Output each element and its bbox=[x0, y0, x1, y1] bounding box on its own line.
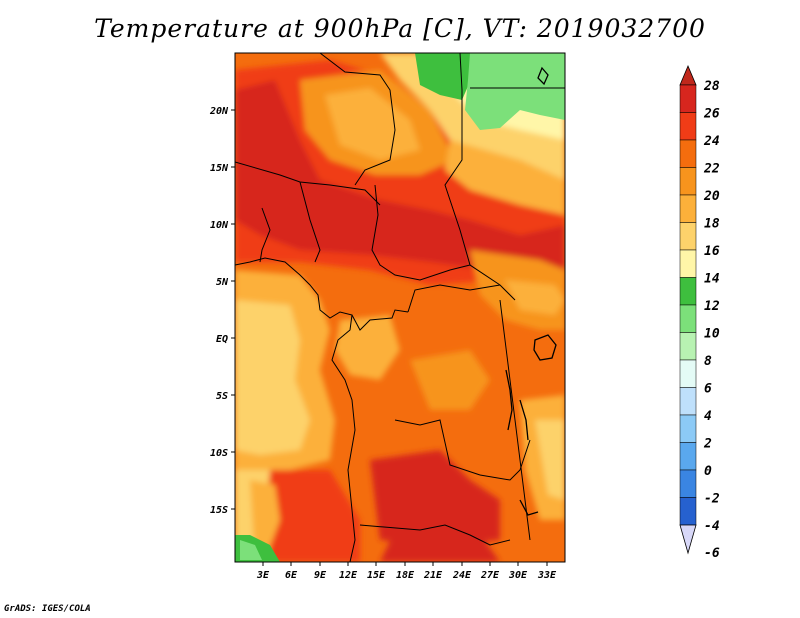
colorbar-label: 16 bbox=[704, 244, 720, 259]
colorbar-label: -4 bbox=[704, 519, 720, 534]
latitude-axis: 20N 15N 10N 5N EQ 5S 10S 15S bbox=[209, 106, 235, 516]
colorbar-label: 0 bbox=[704, 464, 712, 479]
colorbar-segment bbox=[679, 249, 697, 278]
colorbar-segment bbox=[679, 359, 697, 388]
colorbar-label: 22 bbox=[703, 162, 720, 177]
colorbar-label: 14 bbox=[704, 272, 720, 287]
lon-label: 27E bbox=[480, 570, 500, 581]
lon-label: 30E bbox=[508, 570, 528, 581]
colorbar-label: 20 bbox=[703, 189, 720, 204]
lat-label: 15S bbox=[210, 505, 228, 516]
colorbar-label: 26 bbox=[703, 107, 720, 122]
colorbar-label: 24 bbox=[703, 134, 720, 149]
lon-label: 24E bbox=[452, 570, 472, 581]
colorbar-label: -2 bbox=[704, 492, 720, 507]
lon-label: 9E bbox=[314, 570, 327, 581]
lon-label: 15E bbox=[367, 570, 386, 581]
colorbar-segment bbox=[679, 442, 697, 471]
colorbar-label: 6 bbox=[704, 382, 712, 397]
lat-label: 10N bbox=[210, 220, 229, 231]
lon-label: 21E bbox=[423, 570, 443, 581]
colorbar-segment bbox=[679, 414, 697, 443]
chart-title: Temperature at 900hPa [C], VT: 201903270… bbox=[94, 14, 706, 43]
lat-label: 10S bbox=[210, 448, 228, 459]
colorbar-top-arrow bbox=[679, 64, 697, 86]
colorbar-label: 12 bbox=[704, 299, 720, 314]
colorbar-label: -6 bbox=[704, 546, 720, 561]
colorbar-segment bbox=[679, 139, 697, 168]
country-borders bbox=[235, 53, 565, 562]
colorbar-label: 8 bbox=[704, 354, 712, 369]
colorbar-label: 2 bbox=[703, 437, 712, 452]
temperature-field bbox=[235, 53, 565, 562]
lat-label: EQ bbox=[216, 334, 228, 345]
colorbar-label: 28 bbox=[703, 79, 720, 94]
lat-label: 20N bbox=[209, 106, 229, 117]
lat-label: 15N bbox=[210, 163, 229, 174]
lon-label: 3E bbox=[256, 570, 270, 581]
credit-text: GrADS: IGES/COLA bbox=[4, 604, 91, 614]
colorbar-segment bbox=[679, 497, 697, 526]
lat-label: 5S bbox=[216, 391, 228, 402]
colorbar-segment bbox=[679, 304, 697, 333]
colorbar-segment bbox=[679, 469, 697, 498]
colorbar-label: 4 bbox=[704, 409, 712, 424]
colorbar-bottom-arrow bbox=[679, 524, 697, 555]
colorbar-segment bbox=[679, 194, 697, 223]
colorbar-segment bbox=[679, 84, 697, 113]
lon-label: 18E bbox=[396, 570, 415, 581]
lon-label: 6E bbox=[285, 570, 298, 581]
lon-label: 12E bbox=[339, 570, 358, 581]
longitude-axis: 3E 6E 9E 12E 15E 18E 21E 24E 27E 30E 33E bbox=[256, 562, 557, 581]
lakes bbox=[505, 66, 557, 516]
colorbar-segment bbox=[679, 277, 697, 306]
colorbar-segment bbox=[679, 222, 697, 251]
colorbar-segment bbox=[679, 332, 697, 361]
colorbar-segment bbox=[679, 167, 697, 196]
colorbar-label: 18 bbox=[704, 217, 720, 232]
colorbar-label: 10 bbox=[704, 327, 720, 342]
colorbar: 28 26 24 22 20 18 16 14 12 10 8 6 4 2 0 … bbox=[679, 64, 720, 561]
colorbar-segment bbox=[679, 387, 697, 416]
lat-label: 5N bbox=[216, 277, 229, 288]
lon-label: 33E bbox=[537, 570, 557, 581]
colorbar-segment bbox=[679, 112, 697, 141]
map-frame bbox=[234, 52, 566, 563]
